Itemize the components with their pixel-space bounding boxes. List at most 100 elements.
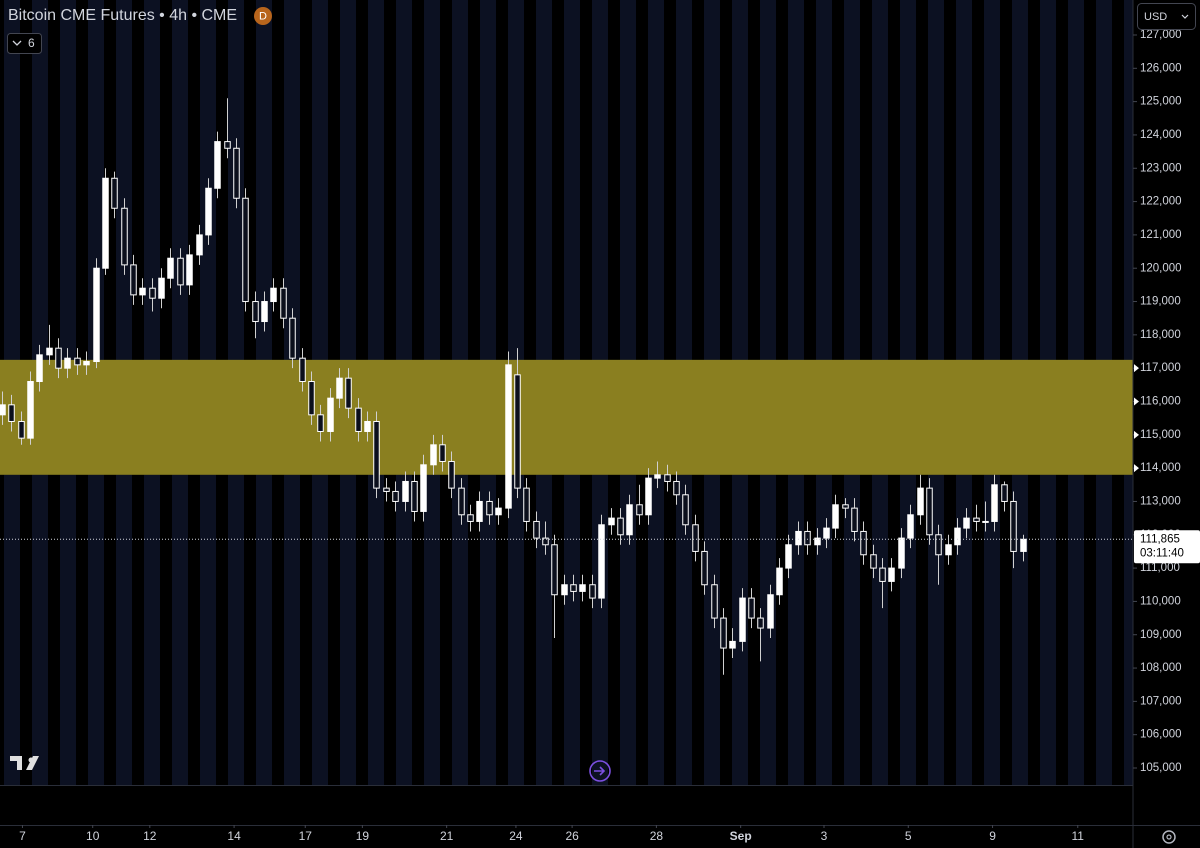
candle-body — [64, 357, 71, 369]
candle-body — [27, 381, 34, 439]
candle-body — [448, 460, 455, 489]
candle-body — [842, 504, 849, 509]
y-tick-label: 107,000 — [1140, 695, 1182, 707]
candle-body — [420, 464, 427, 512]
candle-body — [36, 354, 43, 383]
candle-body — [589, 584, 596, 599]
candle-body — [757, 617, 764, 629]
candle-body — [345, 377, 352, 409]
x-tick-label: 21 — [440, 829, 454, 843]
candle-body — [645, 477, 652, 516]
candle-body — [111, 177, 118, 209]
candle-body — [682, 494, 689, 526]
y-tick-label: 116,000 — [1140, 396, 1181, 408]
candle-body — [701, 550, 708, 586]
candle-body — [542, 537, 549, 546]
y-tick-label: 123,000 — [1140, 162, 1182, 174]
go-to-realtime-button[interactable] — [589, 760, 611, 782]
x-tick-label: 17 — [299, 829, 313, 843]
candle-body — [280, 287, 287, 319]
candle-body — [18, 420, 25, 439]
candle-body — [1010, 500, 1017, 552]
y-tick-label: 117,000 — [1140, 362, 1181, 374]
candle-body — [570, 584, 577, 592]
candle-body — [411, 480, 418, 512]
chevron-icon — [12, 40, 22, 46]
y-tick-label: 106,000 — [1140, 729, 1182, 741]
candle-body — [579, 584, 586, 592]
currency-label: USD — [1144, 11, 1167, 23]
candle-body — [907, 514, 914, 539]
candle-body — [121, 207, 128, 266]
candle-body — [0, 404, 6, 416]
candle-body — [139, 287, 146, 296]
zone-marker — [1134, 364, 1139, 373]
candle-body — [327, 397, 334, 432]
candle-body — [270, 287, 277, 303]
candle-body — [814, 537, 821, 546]
last-price-box — [1134, 530, 1200, 564]
candle-body — [308, 381, 315, 416]
x-tick-label: 12 — [143, 829, 157, 843]
candle-body — [476, 500, 483, 522]
candle-body — [523, 487, 530, 522]
candle-body — [83, 361, 90, 366]
candle-body — [224, 141, 231, 149]
candle-body — [664, 474, 671, 482]
currency-select[interactable] — [1137, 3, 1196, 30]
indicator-toggle[interactable] — [7, 33, 42, 54]
countdown-label: 03:11:40 — [1140, 547, 1184, 559]
candle-body — [982, 520, 989, 523]
candle-body — [336, 377, 343, 399]
x-tick-label: 10 — [86, 829, 100, 843]
candle-body — [795, 530, 802, 546]
candle-body — [430, 444, 437, 466]
candle-body — [598, 524, 605, 599]
y-tick-label: 114,000 — [1140, 462, 1181, 474]
candle-body — [748, 597, 755, 619]
candle-body — [785, 544, 792, 569]
x-tick-label: 14 — [227, 829, 241, 843]
candle-body — [93, 267, 100, 363]
settings-button[interactable] — [1162, 830, 1176, 844]
y-tick-label: 119,000 — [1140, 296, 1181, 308]
y-tick-label: 124,000 — [1140, 129, 1182, 141]
candle-body — [177, 257, 184, 286]
candle-body — [991, 484, 998, 522]
y-tick-label: 115,000 — [1140, 429, 1181, 441]
zone-marker — [1134, 464, 1139, 473]
price-zone — [0, 359, 1133, 475]
candle-body — [954, 527, 961, 546]
interval-badge[interactable]: D — [259, 10, 267, 22]
y-tick-label: 113,000 — [1140, 495, 1181, 507]
candle-body — [102, 177, 109, 269]
candle-body — [636, 504, 643, 516]
candle-body — [392, 490, 399, 502]
candle-body — [289, 317, 296, 359]
x-tick-label: 7 — [19, 829, 26, 843]
candle-body — [551, 544, 558, 596]
candle-body — [317, 414, 324, 432]
y-tick-label: 121,000 — [1140, 229, 1182, 241]
candle-body — [402, 480, 409, 502]
candle-body — [299, 357, 306, 383]
candle-body — [8, 404, 15, 422]
candle-body — [74, 357, 81, 366]
y-tick-label: 118,000 — [1140, 329, 1181, 341]
candle-body — [692, 524, 699, 552]
candle-body — [851, 507, 858, 532]
candle-body — [383, 487, 390, 492]
candle-body — [608, 517, 615, 526]
candle-body — [158, 277, 165, 299]
candle-body — [533, 520, 540, 539]
candle-body — [233, 147, 240, 199]
candle-body — [486, 500, 493, 516]
candle-body — [804, 530, 811, 546]
candle-body — [832, 504, 839, 529]
candle-body — [242, 197, 249, 303]
candle-body — [963, 517, 970, 529]
zone-marker — [1134, 430, 1139, 439]
candle-body — [739, 597, 746, 642]
y-tick-label: 110,000 — [1140, 595, 1181, 607]
